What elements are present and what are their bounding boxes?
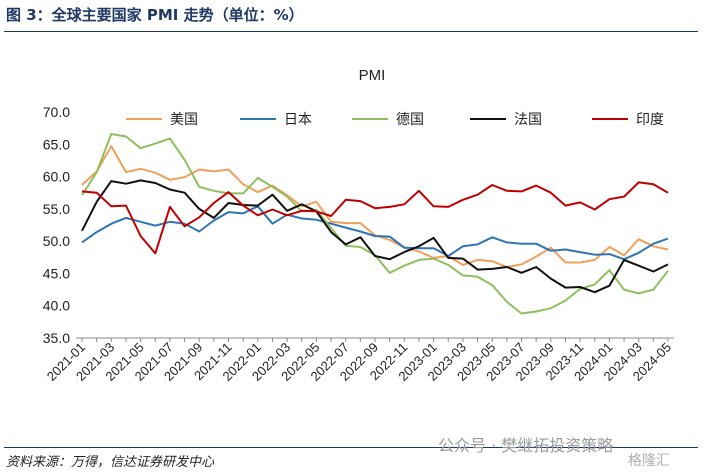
y-axis: 35.0 40.0 45.0 50.0 55.0 60.0 65.0 70.0 [43, 104, 70, 346]
bottom-divider [4, 447, 698, 448]
x-axis: 2021-012021-032021-052021-072021-092021-… [44, 337, 674, 384]
chart-title: PMI [359, 67, 386, 84]
watermark-text: 公众号 · 樊继拓投资策略 [438, 436, 614, 455]
pmi-line-chart: PMI 美国 日本 德国 法国 印度 35.0 40.0 45.0 50.0 55.0 60.0 6… [43, 67, 674, 384]
legend-label: 美国 [170, 112, 198, 128]
legend: 美国 日本 德国 法国 印度 [126, 112, 664, 128]
watermark-logo: 格隆汇 [628, 453, 670, 469]
y-tick-label: 70.0 [43, 104, 70, 120]
series-line-印度 [81, 181, 669, 255]
series-lines [81, 133, 669, 315]
figure-title: 图 3：全球主要国家 PMI 走势（单位：%） [6, 6, 304, 24]
legend-label: 日本 [284, 112, 312, 128]
y-tick-label: 45.0 [43, 265, 70, 281]
series-line-法国 [81, 179, 669, 294]
y-tick-label: 50.0 [43, 233, 70, 249]
top-divider [4, 31, 698, 32]
legend-label: 印度 [636, 112, 664, 128]
y-tick-label: 40.0 [43, 298, 70, 314]
series-line-日本 [81, 205, 669, 261]
y-tick-label: 65.0 [43, 136, 70, 152]
y-tick-label: 60.0 [43, 169, 70, 185]
y-tick-label: 55.0 [43, 201, 70, 217]
legend-label: 法国 [514, 112, 542, 128]
legend-label: 德国 [396, 112, 424, 128]
y-tick-label: 35.0 [43, 330, 70, 346]
source-note: 资料来源：万得，信达证券研发中心 [6, 455, 215, 470]
